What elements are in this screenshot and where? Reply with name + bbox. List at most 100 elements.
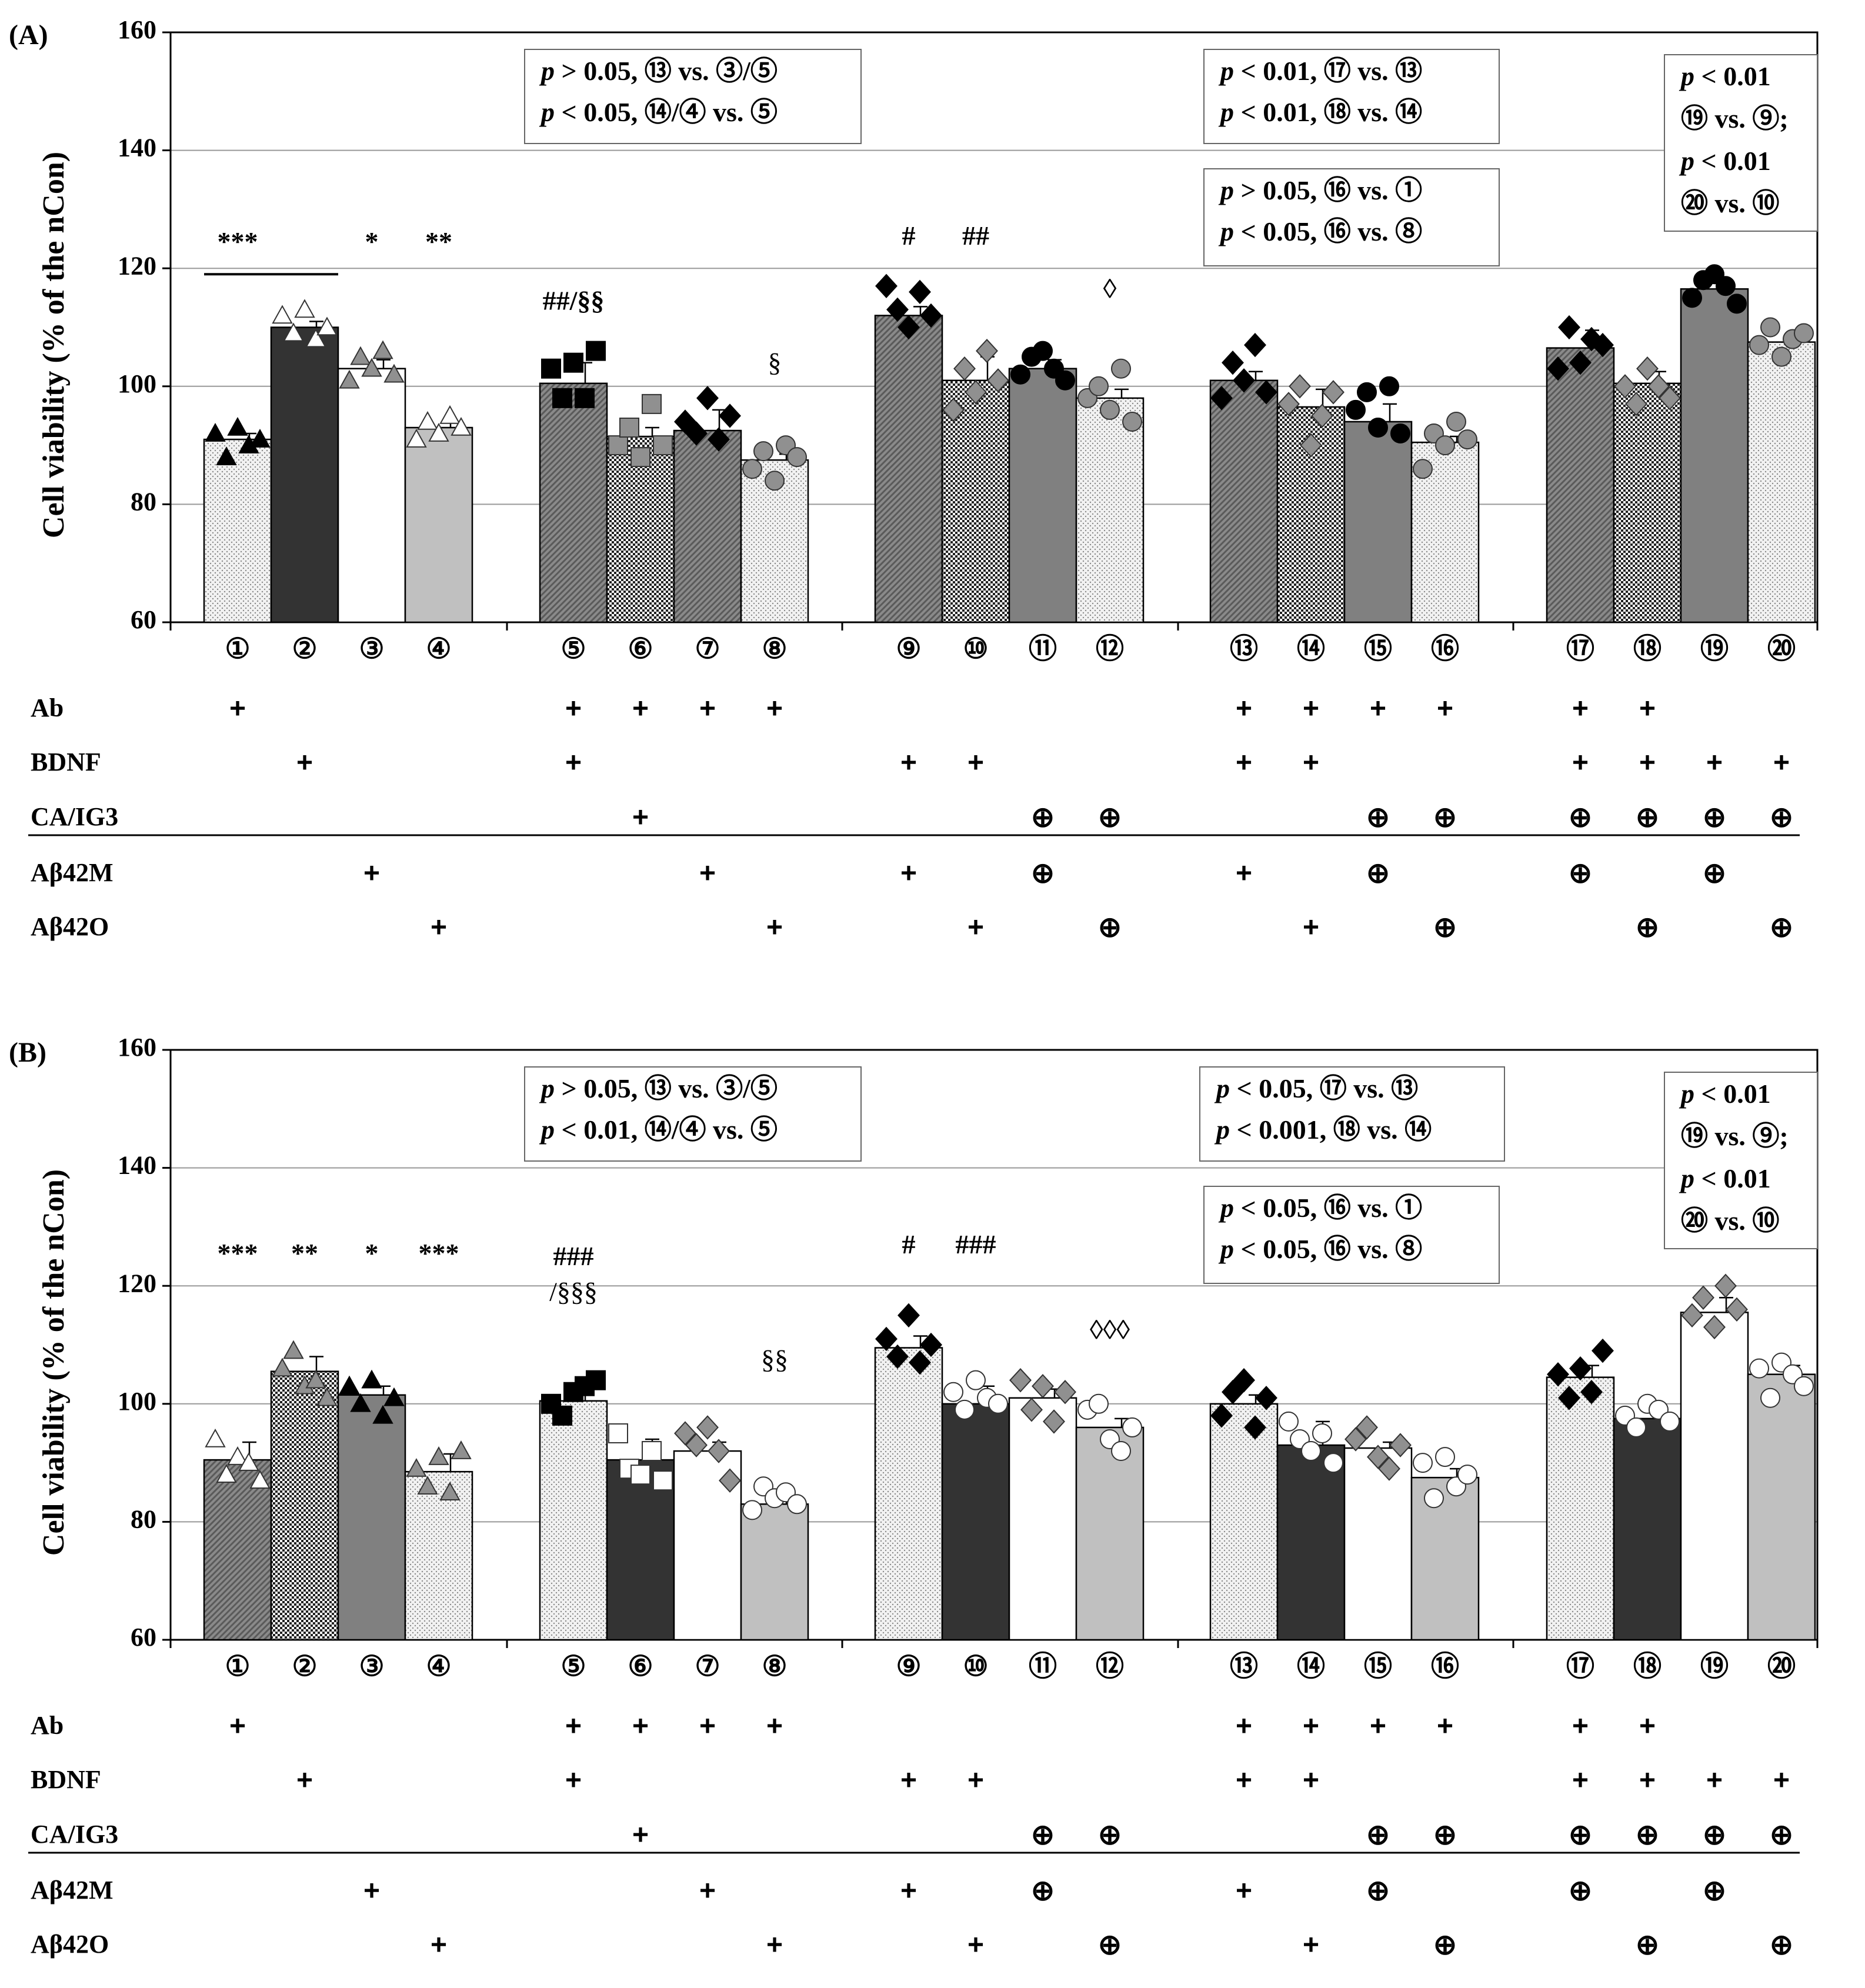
y-tick-label: 60: [131, 605, 156, 634]
data-point: [1222, 351, 1244, 375]
data-point: [294, 299, 315, 318]
data-point: [1033, 341, 1053, 361]
treatment-mark: +: [1303, 1930, 1319, 1961]
treatment-mark: +: [1572, 748, 1589, 779]
annotation-p: p: [1218, 97, 1234, 127]
treatment-mark: +: [1303, 912, 1319, 943]
data-point: [1233, 368, 1255, 393]
annotation-line: ⑲ vs. ⑨;: [1681, 1121, 1789, 1151]
annotation-text: < 0.01: [1694, 1163, 1771, 1193]
point-group: [1614, 356, 1681, 416]
bar: [1747, 1373, 1816, 1641]
category-label: ⑤: [560, 633, 586, 665]
data-point: [1010, 364, 1030, 385]
treatment-mark: +: [632, 1820, 649, 1851]
bar: [1680, 288, 1749, 623]
annotation-line: p < 0.001, ⑱ vs. ⑭: [1214, 1115, 1432, 1145]
treatment-mark: +: [967, 1930, 984, 1961]
category-label: ⑭: [1297, 1651, 1325, 1682]
treatment-mark: ⊕: [1703, 1820, 1726, 1851]
point-group: [541, 1370, 606, 1426]
data-point: [1244, 1415, 1266, 1440]
data-point: [283, 1340, 304, 1359]
bar: [1546, 347, 1615, 623]
category-label: ⑪: [1029, 1651, 1057, 1682]
point-group: [1277, 374, 1344, 458]
annotation-line: p < 0.05, ⑯ vs. ⑧: [1218, 216, 1422, 246]
data-point: [1255, 1386, 1277, 1410]
category-label: ⑧: [762, 1651, 787, 1682]
data-point: [417, 1476, 438, 1495]
data-point: [428, 422, 449, 442]
data-point: [1636, 356, 1659, 381]
treatment-mark: +: [967, 748, 984, 779]
treatment-mark: +: [1236, 748, 1252, 779]
data-point: [1222, 1380, 1244, 1405]
treatment-mark: +: [1236, 1711, 1252, 1742]
bar: [203, 438, 272, 623]
annotation-p: p: [1218, 1234, 1234, 1264]
annotation-line: ⑲ vs. ⑨;: [1681, 104, 1789, 134]
treatment-mark: ⊕: [1636, 912, 1659, 943]
data-point: [316, 1387, 338, 1406]
data-point: [1716, 276, 1736, 296]
point-group: [1749, 1352, 1814, 1408]
data-point: [909, 1350, 931, 1375]
annotation-p: p: [539, 1073, 555, 1103]
data-point: [339, 369, 360, 389]
treatment-mark: +: [699, 858, 716, 889]
category-label: ⑮: [1364, 1651, 1392, 1682]
data-point: [1424, 1488, 1444, 1509]
significance-label: ***: [218, 226, 258, 256]
point-group: [1749, 317, 1814, 367]
treatment-mark: +: [1370, 693, 1386, 725]
data-point: [283, 322, 304, 342]
treatment-mark: +: [565, 1765, 582, 1796]
treatment-mark: +: [699, 693, 716, 725]
category-label: ⑦: [695, 633, 720, 665]
annotation-box: [1664, 54, 1818, 232]
annotation-text: < 0.01, ⑭/④ vs. ⑤: [555, 1115, 778, 1145]
point-group: [742, 435, 807, 491]
treatment-mark: ⊕: [1636, 1820, 1659, 1851]
data-point: [339, 1375, 360, 1395]
data-point: [685, 421, 708, 446]
treatment-mark: ⊕: [1098, 1820, 1122, 1851]
annotation-line: ⑳ vs. ⑩: [1681, 1206, 1779, 1236]
data-point: [988, 1393, 1008, 1414]
data-point: [1122, 411, 1142, 432]
significance-label: ◊◊◊: [1090, 1315, 1130, 1345]
data-point: [305, 328, 326, 348]
y-tick-label: 140: [118, 134, 156, 162]
category-label: ⑥: [628, 1651, 653, 1682]
bar: [337, 368, 406, 623]
data-point: [552, 1405, 572, 1426]
data-point: [1389, 1433, 1412, 1457]
point-group: [1210, 1368, 1277, 1440]
annotation-text: < 0.01: [1694, 146, 1771, 176]
treatment-mark: +: [900, 1765, 917, 1796]
annotation-text: > 0.05, ⑬ vs. ③/⑤: [555, 56, 778, 86]
data-point: [1055, 370, 1075, 391]
treatment-mark: +: [565, 748, 582, 779]
data-point: [552, 388, 572, 408]
category-label: ⑨: [896, 1651, 921, 1682]
annotation-p: p: [1679, 1079, 1694, 1109]
data-point: [1749, 335, 1769, 355]
annotation-line: p > 0.05, ⑯ vs. ①: [1218, 175, 1422, 205]
annotation-line: p < 0.01: [1679, 61, 1771, 91]
data-point: [943, 1382, 963, 1402]
annotation-p: p: [1218, 175, 1234, 205]
treatment-mark: +: [1773, 1765, 1790, 1796]
bar: [1680, 1312, 1749, 1641]
data-point: [608, 1423, 628, 1443]
data-point: [753, 441, 773, 462]
bar: [1613, 382, 1682, 623]
bar: [404, 1470, 473, 1641]
panel-label: (B): [9, 1037, 46, 1068]
treatment-mark: +: [1236, 693, 1252, 725]
data-point: [1659, 386, 1681, 411]
data-point: [1726, 1297, 1748, 1322]
annotation-p: p: [1679, 146, 1694, 176]
data-point: [1378, 1456, 1400, 1481]
